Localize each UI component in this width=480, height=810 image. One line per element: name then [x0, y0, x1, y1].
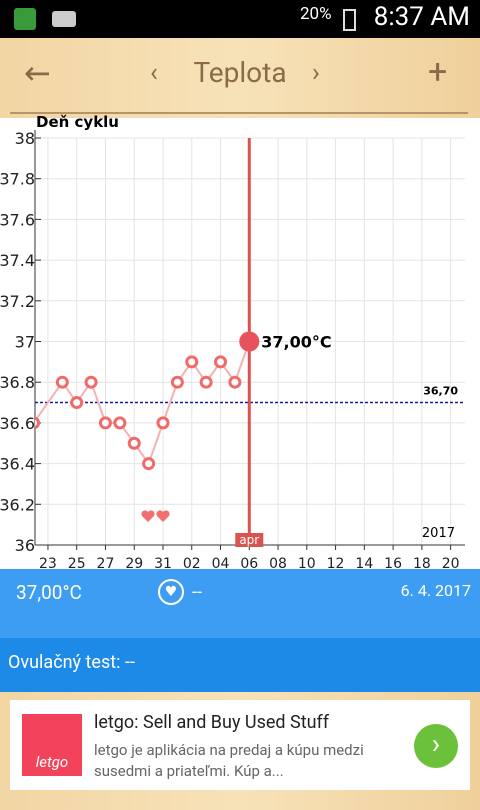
toolbar: ← ‹ Teplota › +	[0, 38, 480, 116]
year-label: 2017	[422, 526, 455, 541]
ad-install-button[interactable]: ›	[414, 724, 458, 768]
ad-logo: letgo	[22, 714, 82, 776]
ovulation-row: Ovulačný test: --	[0, 638, 480, 692]
temperature-value: 37,00°C	[16, 581, 82, 604]
prev-button[interactable]: ‹	[150, 58, 158, 88]
temperature-point	[185, 355, 199, 369]
heart-icon	[156, 510, 170, 522]
divider	[10, 112, 468, 114]
heart-icon	[141, 510, 155, 522]
x-tick-label: 20	[442, 556, 460, 569]
ad-title: letgo: Sell and Buy Used Stuff	[94, 712, 330, 733]
back-button[interactable]: ←	[24, 54, 51, 92]
chart: Deň cyklu 36 36.2 36.4 36.6 36.8 37 37.2 37.4 37…	[0, 113, 465, 569]
temperature-point	[214, 355, 228, 369]
clock: 8:37 AM	[373, 2, 470, 32]
temperature-point	[142, 457, 156, 471]
intercourse-value: --	[192, 582, 202, 603]
intercourse-icon[interactable]: ♥	[158, 579, 184, 605]
selected-day-tag	[235, 533, 264, 547]
y-tick-label: 37	[15, 333, 35, 352]
temperature-point	[98, 416, 112, 430]
x-tick-label: 29	[125, 556, 143, 569]
temperature-point	[199, 375, 213, 389]
screen-title: Teplota	[193, 56, 287, 89]
ovulation-test: Ovulačný test: --	[8, 652, 135, 673]
x-tick-label: 18	[413, 556, 431, 569]
y-tick-label: 36.2	[0, 495, 35, 514]
y-axis-title: Deň cyklu	[36, 113, 119, 131]
temperature-point	[170, 375, 184, 389]
temperature-point	[55, 375, 69, 389]
add-button[interactable]: +	[428, 52, 448, 92]
y-tick-label: 37.6	[0, 210, 35, 229]
temperature-point	[228, 375, 242, 389]
reference-label: 36,70	[423, 385, 458, 398]
y-tick-label: 37.8	[0, 170, 35, 189]
battery-icon	[343, 9, 356, 31]
x-tick-label: 12	[327, 556, 345, 569]
ad-banner[interactable]: letgo letgo: Sell and Buy Used Stuff let…	[10, 700, 470, 790]
x-tick-label: 14	[355, 556, 373, 569]
app-icon	[14, 8, 36, 30]
youtube-icon	[52, 11, 76, 27]
x-tick-label: 08	[269, 556, 287, 569]
y-tick-label: 37.2	[0, 292, 35, 311]
y-tick-label: 36.6	[0, 414, 35, 433]
x-tick-label: 06	[240, 556, 258, 569]
selected-day-label: apr	[239, 533, 259, 547]
temperature-point	[239, 331, 260, 352]
temperature-point	[113, 416, 127, 430]
day-info: 37,00°C ♥ -- 6. 4. 2017	[0, 569, 480, 638]
next-button[interactable]: ›	[312, 58, 320, 88]
x-tick-label: 16	[384, 556, 402, 569]
y-tick-label: 36.8	[0, 373, 35, 392]
y-tick-label: 36.4	[0, 455, 35, 474]
value-label: 37,00°C	[261, 333, 331, 352]
y-tick-label: 36	[15, 536, 35, 555]
status-bar: 20% 8:37 AM	[0, 0, 480, 38]
temperature-point	[156, 416, 170, 430]
temperature-point	[70, 396, 84, 410]
temperature-point	[35, 416, 41, 430]
y-tick-label: 38	[15, 129, 35, 148]
battery-text: 20%	[300, 4, 332, 24]
ad-text: letgo je aplikácia na predaj a kúpu medz…	[94, 741, 364, 780]
x-tick-label: 10	[298, 556, 316, 569]
x-tick-label: 04	[212, 556, 230, 569]
x-tick-label: 25	[68, 556, 86, 569]
y-tick-label: 37.4	[0, 251, 35, 270]
temperature-point	[127, 436, 141, 450]
x-tick-label: 31	[154, 556, 172, 569]
temperature-point	[84, 375, 98, 389]
x-tick-label: 27	[97, 556, 115, 569]
x-tick-label: 23	[39, 556, 57, 569]
date: 6. 4. 2017	[400, 581, 471, 600]
x-tick-label: 02	[183, 556, 201, 569]
